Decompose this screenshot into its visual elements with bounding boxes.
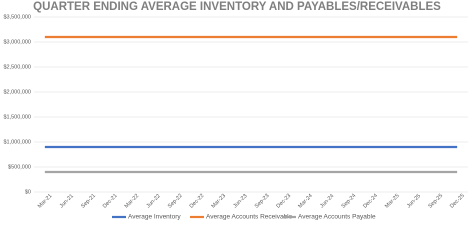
legend-label: Average Accounts Receivable [206, 214, 293, 221]
legend-label: Average Inventory [128, 214, 181, 221]
chart: QUARTER ENDING AVERAGE INVENTORY AND PAY… [3, 1, 468, 221]
x-tick-label: Dec-22 [189, 193, 206, 210]
y-tick-label: $2,500,000 [3, 64, 31, 70]
x-tick-label: Jun-21 [59, 193, 75, 209]
x-tick-label: Jun-24 [319, 193, 335, 209]
x-tick-label: Jun-25 [406, 193, 422, 209]
x-tick-label: Dec-24 [362, 193, 379, 210]
x-tick-label: Mar-22 [124, 193, 141, 210]
x-tick-label: Sep-24 [341, 193, 358, 210]
y-tick-label: $1,000,000 [3, 139, 31, 145]
x-tick-label: Mar-24 [297, 193, 314, 210]
x-tick-label: Sep-22 [167, 193, 184, 210]
y-tick-label: $500,000 [8, 164, 31, 170]
x-tick-label: Sep-21 [80, 193, 97, 210]
y-tick-label: $0 [25, 189, 31, 195]
x-tick-label: Mar-25 [384, 193, 401, 210]
legend-label: Average Accounts Payable [298, 214, 376, 221]
x-tick-label: Dec-21 [102, 193, 119, 210]
x-tick-label: Mar-21 [37, 193, 54, 210]
y-tick-label: $2,000,000 [3, 89, 31, 95]
y-tick-label: $3,500,000 [3, 14, 31, 20]
x-tick-label: Dec-25 [449, 193, 466, 210]
y-tick-label: $1,500,000 [3, 114, 31, 120]
y-tick-label: $3,000,000 [3, 39, 31, 45]
x-tick-label: Dec-23 [275, 193, 292, 210]
chart-title: QUARTER ENDING AVERAGE INVENTORY AND PAY… [33, 1, 441, 13]
x-tick-label: Jun-23 [232, 193, 248, 209]
x-tick-label: Sep-23 [254, 193, 271, 210]
x-tick-label: Jun-22 [146, 193, 162, 209]
x-tick-label: Mar-23 [210, 193, 227, 210]
x-tick-label: Sep-25 [427, 193, 444, 210]
